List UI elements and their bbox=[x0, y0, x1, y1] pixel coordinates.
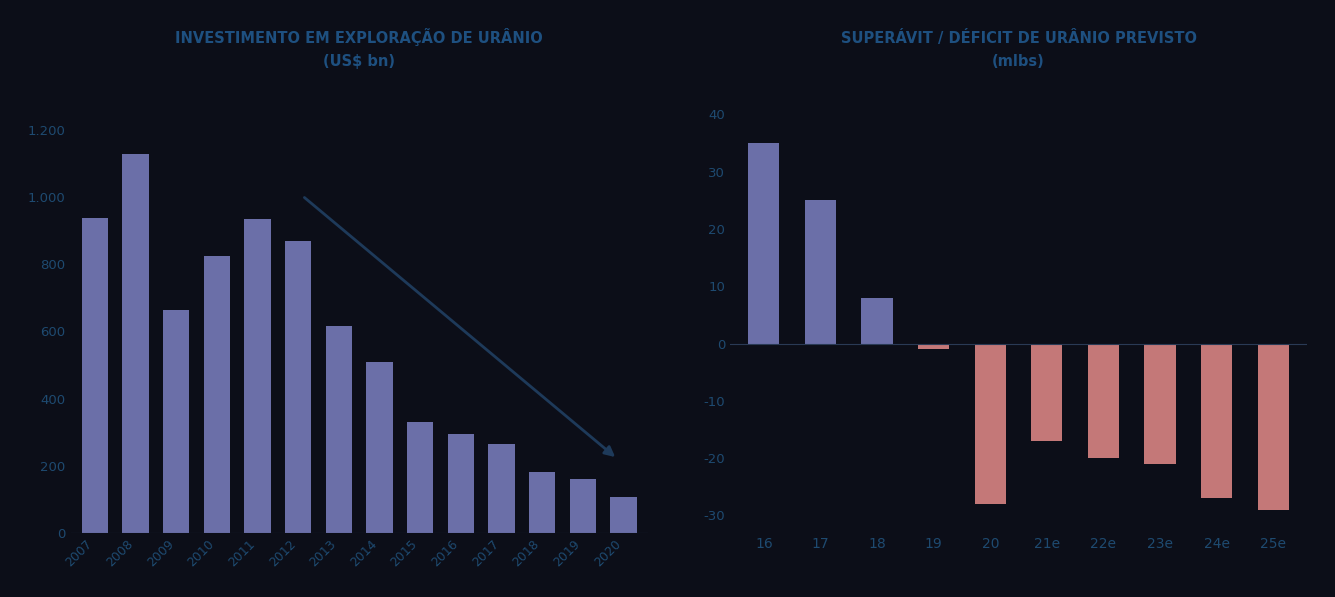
Bar bbox=[1144, 344, 1176, 464]
Bar bbox=[975, 344, 1005, 504]
Bar bbox=[529, 472, 555, 533]
Bar bbox=[610, 497, 637, 533]
Bar bbox=[1258, 344, 1288, 510]
Bar bbox=[284, 241, 311, 533]
Bar bbox=[326, 327, 352, 533]
Bar bbox=[204, 256, 230, 533]
Bar bbox=[366, 362, 392, 533]
Bar bbox=[447, 434, 474, 533]
Bar bbox=[918, 344, 949, 349]
Bar bbox=[1032, 344, 1063, 441]
Bar bbox=[749, 143, 780, 344]
Bar bbox=[163, 310, 190, 533]
Bar bbox=[81, 217, 108, 533]
Bar bbox=[1202, 344, 1232, 498]
Title: SUPERÁVIT / DÉFICIT DE URÂNIO PREVISTO
(mlbs): SUPERÁVIT / DÉFICIT DE URÂNIO PREVISTO (… bbox=[841, 30, 1196, 69]
Bar bbox=[407, 422, 434, 533]
Bar bbox=[861, 298, 893, 344]
Bar bbox=[489, 444, 515, 533]
Title: INVESTIMENTO EM EXPLORAÇÃO DE URÂNIO
(US$ bn): INVESTIMENTO EM EXPLORAÇÃO DE URÂNIO (US… bbox=[175, 28, 543, 69]
Bar bbox=[123, 154, 148, 533]
Bar bbox=[805, 201, 836, 344]
Bar bbox=[1088, 344, 1119, 458]
Bar bbox=[244, 219, 271, 533]
Bar bbox=[570, 479, 595, 533]
